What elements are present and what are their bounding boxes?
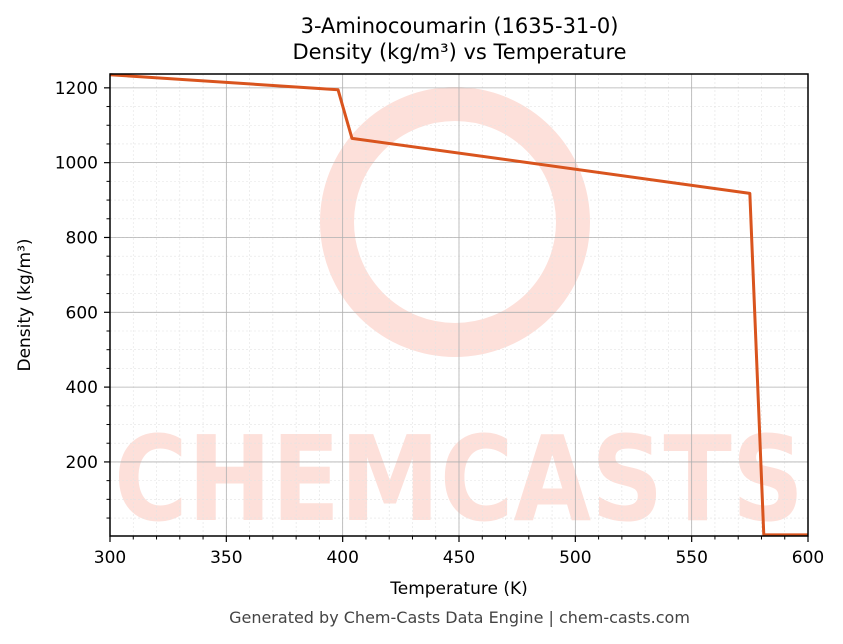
svg-text:600: 600 — [66, 303, 98, 323]
svg-text:800: 800 — [66, 228, 98, 248]
svg-text:450: 450 — [443, 548, 475, 568]
svg-text:400: 400 — [326, 548, 358, 568]
chart-title: 3-Aminocoumarin (1635-31-0) — [300, 14, 619, 38]
y-axis-label: Density (kg/m³) — [15, 238, 35, 371]
chart-subtitle: Density (kg/m³) vs Temperature — [292, 40, 627, 64]
svg-text:1000: 1000 — [55, 154, 98, 174]
axis-ticks: 300 350 400 450 500 550 600 200 400 600 800 1000 120… — [55, 79, 824, 568]
svg-text:200: 200 — [66, 453, 98, 473]
svg-text:600: 600 — [792, 548, 824, 568]
svg-text:400: 400 — [66, 378, 98, 398]
x-axis-label: Temperature (K) — [389, 579, 528, 599]
svg-text:300: 300 — [94, 548, 126, 568]
footer-credit: Generated by Chem-Casts Data Engine | ch… — [229, 608, 690, 627]
svg-text:500: 500 — [559, 548, 591, 568]
svg-text:550: 550 — [675, 548, 707, 568]
svg-text:350: 350 — [210, 548, 242, 568]
svg-text:1200: 1200 — [55, 79, 98, 99]
data-series — [109, 73, 808, 537]
